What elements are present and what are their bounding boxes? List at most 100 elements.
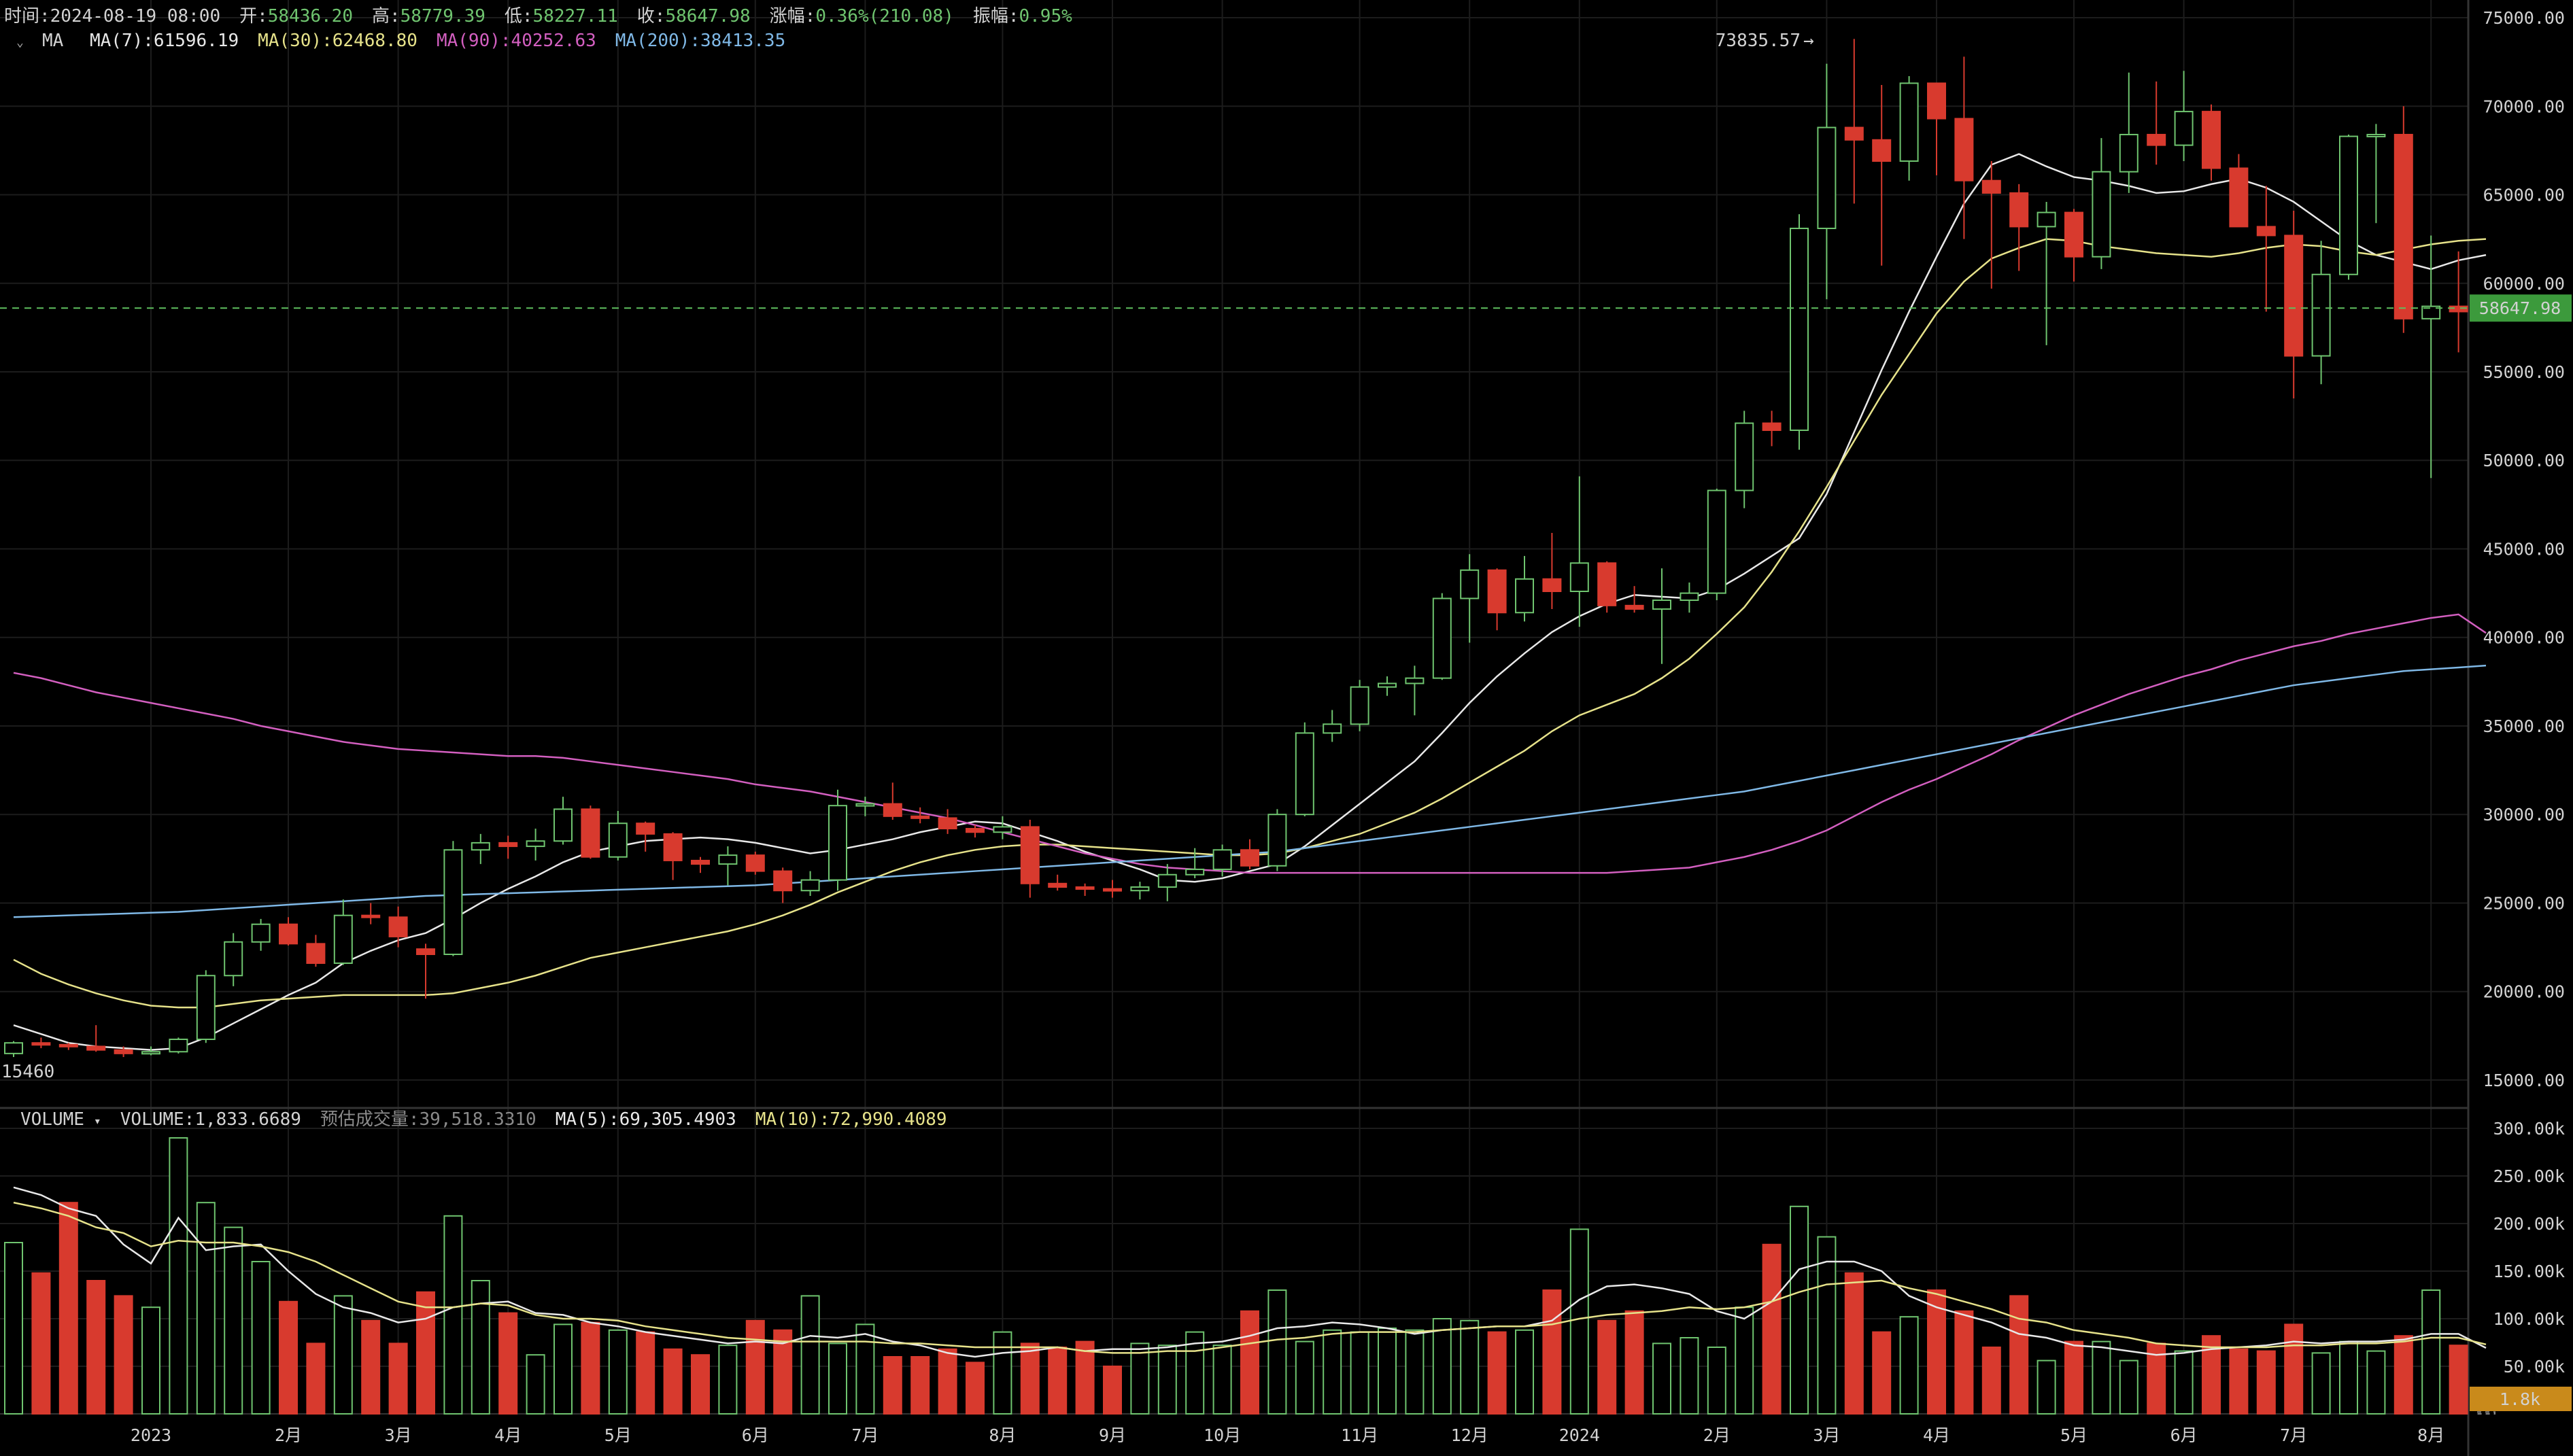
volume-bar[interactable] xyxy=(1927,1289,1946,1415)
candle[interactable] xyxy=(1075,883,1095,897)
candle[interactable] xyxy=(169,1037,188,1054)
volume-bar[interactable] xyxy=(2037,1359,2056,1415)
volume-bar[interactable] xyxy=(1735,1306,1754,1415)
volume-bar[interactable] xyxy=(1185,1331,1205,1415)
volume-bar[interactable] xyxy=(1020,1342,1040,1415)
volume-bar[interactable] xyxy=(1542,1289,1562,1415)
volume-bar[interactable] xyxy=(608,1329,628,1415)
candle[interactable] xyxy=(2256,186,2276,312)
volume-bar[interactable] xyxy=(2174,1350,2194,1415)
candle[interactable] xyxy=(1954,56,1974,239)
volume-bar[interactable] xyxy=(1707,1347,1726,1415)
volume-bar[interactable] xyxy=(1130,1342,1150,1415)
volume-bar[interactable] xyxy=(553,1323,573,1415)
volume-axis[interactable]: 300.00k 250.00k 200.00k 150.00k 100.00k 50.00… xyxy=(2493,1119,2565,1376)
volume-bar[interactable] xyxy=(306,1342,326,1415)
candle[interactable] xyxy=(855,797,875,816)
candle[interactable] xyxy=(2092,138,2111,269)
candle[interactable] xyxy=(1762,411,1782,447)
volume-bar[interactable] xyxy=(333,1295,353,1415)
candle[interactable] xyxy=(1350,680,1369,731)
candle[interactable] xyxy=(1487,568,1507,631)
candle[interactable] xyxy=(1680,582,1699,613)
candle[interactable] xyxy=(2229,154,2249,228)
candle[interactable] xyxy=(224,933,243,986)
volume-bar[interactable] xyxy=(169,1137,188,1415)
volume-bar[interactable] xyxy=(2311,1352,2331,1415)
volume-bar[interactable] xyxy=(58,1202,78,1415)
volume-bar[interactable] xyxy=(1515,1329,1534,1415)
candle[interactable] xyxy=(2009,184,2029,271)
volume-bar[interactable] xyxy=(196,1202,216,1415)
candle[interactable] xyxy=(526,829,545,861)
candle[interactable] xyxy=(1515,555,1534,622)
candle[interactable] xyxy=(279,917,298,946)
volume-bar[interactable] xyxy=(2284,1323,2304,1415)
candle[interactable] xyxy=(1569,476,1589,627)
candle[interactable] xyxy=(1323,710,1342,742)
candle[interactable] xyxy=(910,807,930,824)
candle[interactable] xyxy=(86,1025,106,1052)
ma-selector[interactable]: MA xyxy=(42,31,64,51)
volume-bar[interactable] xyxy=(2476,1411,2495,1415)
volume-bar[interactable] xyxy=(1487,1331,1507,1415)
volume-bar[interactable] xyxy=(1569,1228,1589,1415)
candle[interactable] xyxy=(1185,848,1205,878)
candle[interactable] xyxy=(306,935,326,967)
candle[interactable] xyxy=(1707,488,1726,601)
candle[interactable] xyxy=(2037,201,2056,345)
candle[interactable] xyxy=(1927,82,1946,175)
volume-bar[interactable] xyxy=(1844,1272,1864,1415)
volume-bars[interactable] xyxy=(4,1137,2495,1415)
volume-bar[interactable] xyxy=(443,1215,463,1415)
volume-bar[interactable] xyxy=(279,1300,298,1415)
candle[interactable] xyxy=(663,832,683,880)
candle[interactable] xyxy=(966,825,985,838)
candle[interactable] xyxy=(1295,722,1314,816)
volume-bar[interactable] xyxy=(1624,1310,1644,1415)
volume-bar[interactable] xyxy=(416,1291,435,1415)
candle[interactable] xyxy=(1899,76,1919,181)
candle[interactable] xyxy=(58,1043,78,1050)
candle[interactable] xyxy=(361,903,381,924)
candle[interactable] xyxy=(498,835,518,859)
volume-bar[interactable] xyxy=(2339,1340,2358,1415)
volume-bar[interactable] xyxy=(1652,1342,1671,1415)
candle[interactable] xyxy=(2284,210,2304,399)
volume-bar[interactable] xyxy=(2421,1289,2441,1415)
candle[interactable] xyxy=(773,867,793,903)
volume-bar[interactable] xyxy=(993,1331,1012,1415)
volume-bar[interactable] xyxy=(1872,1331,1892,1415)
candle[interactable] xyxy=(1460,554,1480,643)
candle[interactable] xyxy=(388,906,408,948)
candle[interactable] xyxy=(1405,665,1425,716)
volume-bar[interactable] xyxy=(251,1261,271,1415)
volume-bar[interactable] xyxy=(663,1348,683,1415)
candle[interactable] xyxy=(1597,561,1617,613)
volume-bar[interactable] xyxy=(2256,1350,2276,1415)
candle[interactable] xyxy=(718,846,738,886)
candle[interactable] xyxy=(1020,820,1040,898)
candle[interactable] xyxy=(471,833,490,865)
volume-bar[interactable] xyxy=(1267,1289,1287,1415)
candle[interactable] xyxy=(2147,81,2166,165)
volume-bar[interactable] xyxy=(1240,1310,1259,1415)
volume-bar[interactable] xyxy=(828,1342,847,1415)
volume-bar[interactable] xyxy=(361,1319,381,1415)
candle[interactable] xyxy=(993,816,1012,839)
volume-bar[interactable] xyxy=(31,1272,51,1415)
candle[interactable] xyxy=(1212,844,1232,877)
volume-bar[interactable] xyxy=(2092,1340,2111,1415)
volume-bar[interactable] xyxy=(1981,1347,2001,1415)
volume-bar[interactable] xyxy=(141,1306,160,1415)
volume-bar[interactable] xyxy=(910,1356,930,1415)
candles[interactable] xyxy=(4,39,2495,1058)
volume-bar[interactable] xyxy=(800,1295,820,1415)
volume-bar[interactable] xyxy=(498,1312,518,1415)
candle[interactable] xyxy=(608,810,628,861)
candle[interactable] xyxy=(333,899,353,965)
volume-bar[interactable] xyxy=(745,1319,765,1415)
volume-bar[interactable] xyxy=(1460,1319,1480,1415)
candle[interactable] xyxy=(553,797,573,845)
